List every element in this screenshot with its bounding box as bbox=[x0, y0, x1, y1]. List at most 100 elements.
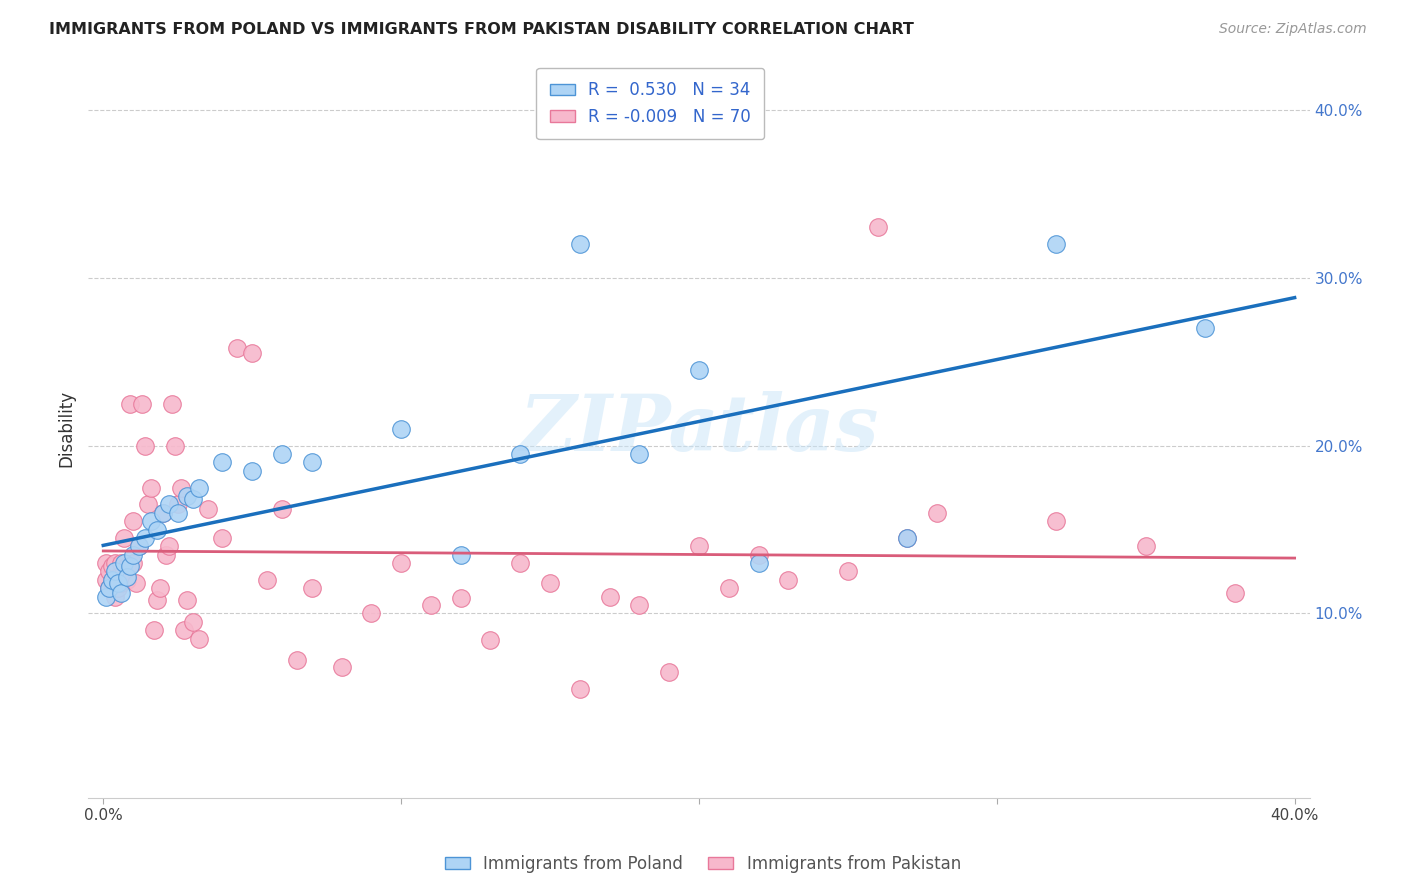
Point bbox=[115, 569, 138, 583]
Point bbox=[142, 624, 165, 638]
Legend: Immigrants from Poland, Immigrants from Pakistan: Immigrants from Poland, Immigrants from … bbox=[439, 848, 967, 880]
Point bbox=[107, 569, 129, 583]
Point bbox=[120, 559, 142, 574]
Point bbox=[226, 341, 249, 355]
Point bbox=[330, 660, 353, 674]
Point bbox=[1135, 539, 1157, 553]
Point bbox=[146, 593, 169, 607]
Point bbox=[134, 439, 156, 453]
Point bbox=[110, 576, 132, 591]
Point bbox=[360, 607, 382, 621]
Point bbox=[96, 573, 118, 587]
Point bbox=[187, 481, 209, 495]
Point bbox=[139, 481, 162, 495]
Point bbox=[747, 548, 769, 562]
Point bbox=[301, 581, 323, 595]
Point bbox=[104, 565, 127, 579]
Text: ZIPatlas: ZIPatlas bbox=[519, 391, 879, 467]
Point bbox=[256, 573, 278, 587]
Point bbox=[107, 576, 129, 591]
Point bbox=[658, 665, 681, 680]
Point bbox=[837, 565, 859, 579]
Y-axis label: Disability: Disability bbox=[58, 391, 75, 467]
Point bbox=[139, 514, 162, 528]
Point bbox=[122, 514, 145, 528]
Point bbox=[599, 590, 621, 604]
Point bbox=[301, 455, 323, 469]
Point bbox=[1045, 514, 1067, 528]
Point bbox=[149, 581, 172, 595]
Point bbox=[96, 590, 118, 604]
Point bbox=[389, 422, 412, 436]
Point bbox=[155, 548, 177, 562]
Point bbox=[115, 573, 138, 587]
Point bbox=[104, 590, 127, 604]
Text: Source: ZipAtlas.com: Source: ZipAtlas.com bbox=[1219, 22, 1367, 37]
Point bbox=[157, 539, 180, 553]
Point bbox=[152, 506, 174, 520]
Point bbox=[450, 591, 472, 606]
Point bbox=[101, 559, 124, 574]
Point bbox=[197, 502, 219, 516]
Point bbox=[160, 397, 183, 411]
Point bbox=[896, 531, 918, 545]
Point bbox=[163, 439, 186, 453]
Point bbox=[166, 506, 188, 520]
Point bbox=[450, 548, 472, 562]
Point bbox=[187, 632, 209, 646]
Point bbox=[866, 220, 889, 235]
Point bbox=[509, 556, 531, 570]
Point bbox=[152, 506, 174, 520]
Point bbox=[125, 576, 148, 591]
Point bbox=[176, 489, 198, 503]
Point bbox=[115, 559, 138, 574]
Point bbox=[927, 506, 949, 520]
Point bbox=[568, 237, 591, 252]
Point bbox=[717, 581, 740, 595]
Point bbox=[112, 565, 135, 579]
Point bbox=[101, 573, 124, 587]
Point bbox=[112, 556, 135, 570]
Point bbox=[181, 492, 204, 507]
Point bbox=[98, 565, 121, 579]
Point bbox=[128, 539, 150, 553]
Point bbox=[419, 598, 441, 612]
Point bbox=[479, 633, 502, 648]
Point bbox=[628, 447, 651, 461]
Point bbox=[170, 481, 193, 495]
Point bbox=[110, 556, 132, 570]
Point bbox=[98, 581, 121, 595]
Point bbox=[509, 447, 531, 461]
Point bbox=[122, 556, 145, 570]
Point bbox=[389, 556, 412, 570]
Point bbox=[134, 531, 156, 545]
Point bbox=[96, 556, 118, 570]
Point bbox=[285, 653, 308, 667]
Point bbox=[1223, 586, 1246, 600]
Point bbox=[157, 497, 180, 511]
Point bbox=[107, 581, 129, 595]
Point bbox=[110, 586, 132, 600]
Point bbox=[131, 397, 153, 411]
Point bbox=[688, 539, 710, 553]
Point bbox=[128, 539, 150, 553]
Point bbox=[688, 363, 710, 377]
Point bbox=[628, 598, 651, 612]
Point bbox=[104, 556, 127, 570]
Point bbox=[146, 523, 169, 537]
Point bbox=[778, 573, 800, 587]
Point bbox=[747, 556, 769, 570]
Point bbox=[112, 531, 135, 545]
Point bbox=[136, 497, 159, 511]
Point bbox=[240, 346, 263, 360]
Point bbox=[568, 681, 591, 696]
Point bbox=[271, 447, 294, 461]
Point bbox=[538, 576, 561, 591]
Point bbox=[1194, 321, 1216, 335]
Point bbox=[211, 531, 233, 545]
Point bbox=[181, 615, 204, 629]
Point bbox=[211, 455, 233, 469]
Point bbox=[1045, 237, 1067, 252]
Point bbox=[240, 464, 263, 478]
Point bbox=[166, 497, 188, 511]
